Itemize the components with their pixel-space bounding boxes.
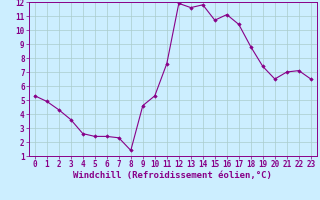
X-axis label: Windchill (Refroidissement éolien,°C): Windchill (Refroidissement éolien,°C): [73, 171, 272, 180]
